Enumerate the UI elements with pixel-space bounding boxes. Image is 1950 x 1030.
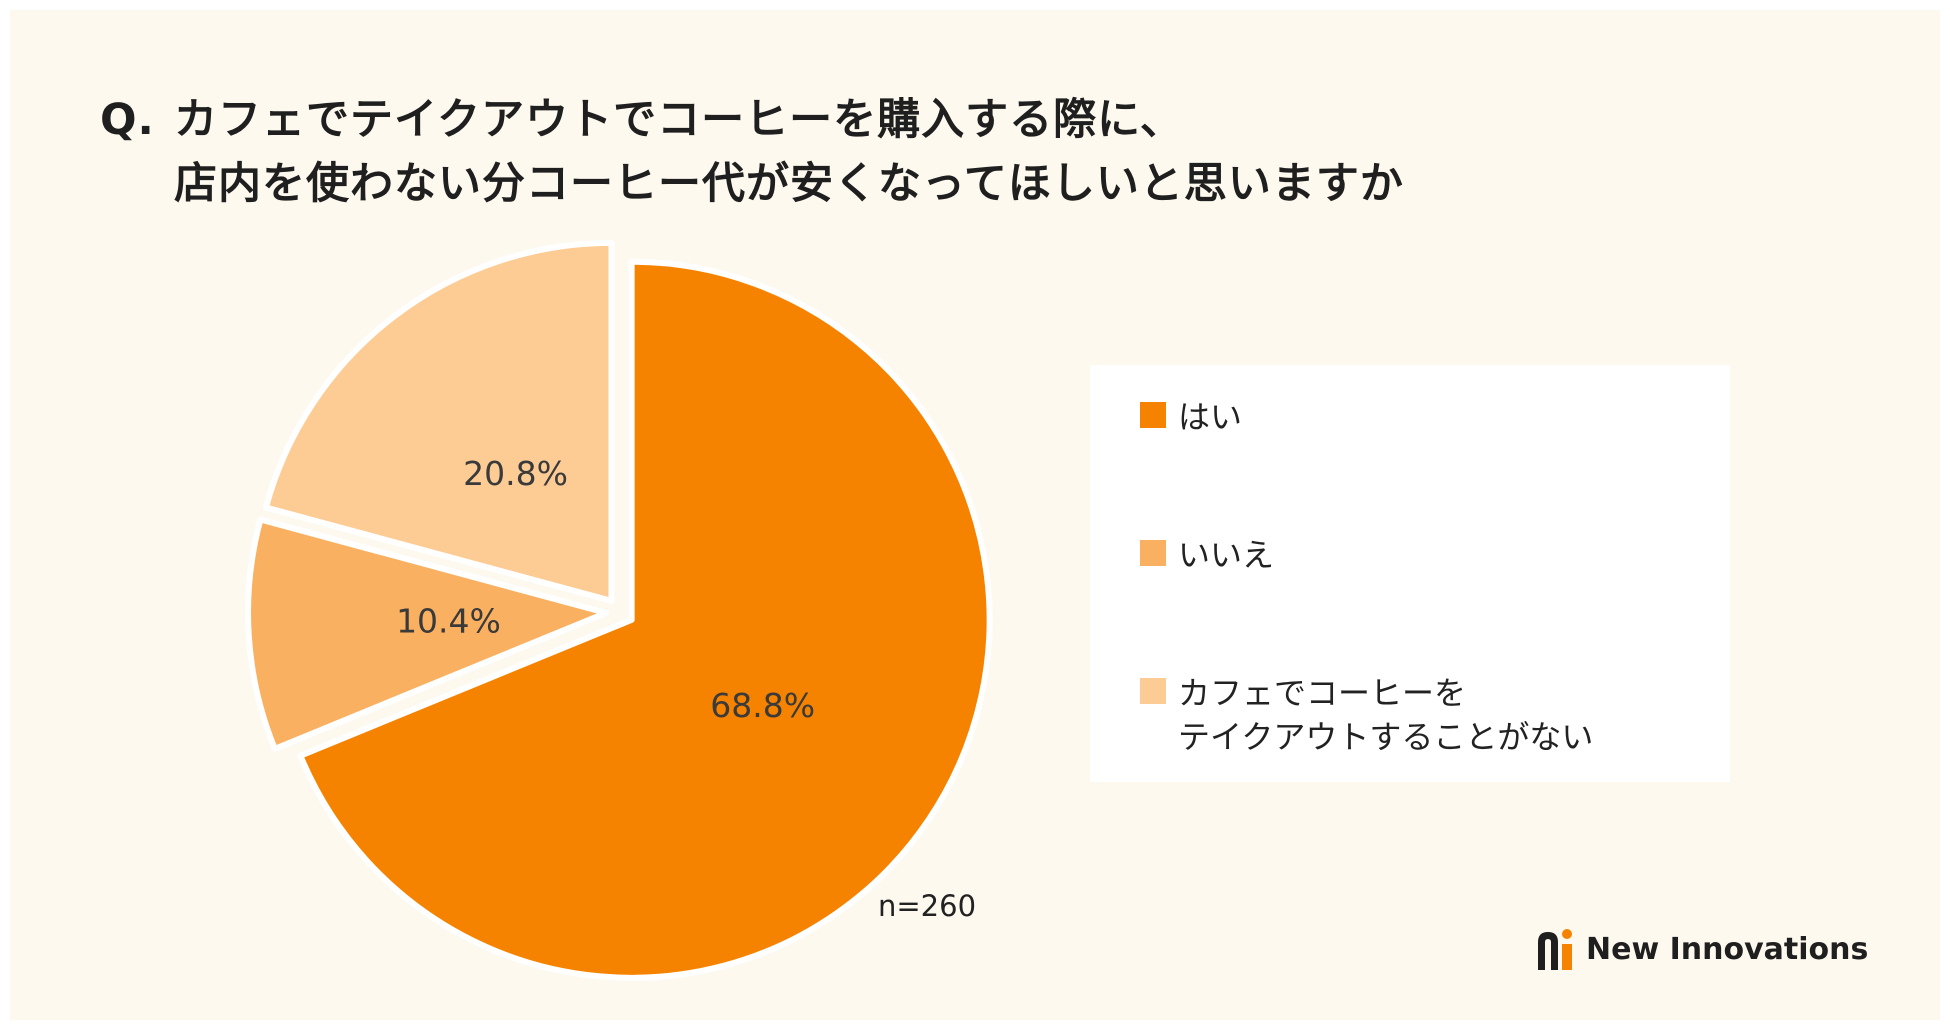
chart-title: Q. カフェでテイクアウトでコーヒーを購入する際に、 店内を使わない分コーヒー代が… xyxy=(100,88,1404,216)
brand-footer: New Innovations xyxy=(1538,928,1868,970)
brand-name: New Innovations xyxy=(1586,931,1869,967)
question-prefix: Q. xyxy=(100,95,155,145)
pie-slice-1 xyxy=(245,516,610,752)
legend-label-line: はい xyxy=(1178,398,1243,436)
brand-logo-icon xyxy=(1538,929,1572,970)
slice-value-label-1: 10.4% xyxy=(396,601,501,640)
sample-size-label: n=260 xyxy=(878,889,977,923)
legend-item-0: はい xyxy=(1140,395,1618,439)
legend-swatch xyxy=(1140,540,1166,566)
pie-slice-2 xyxy=(262,239,615,604)
legend-label: カフェでコーヒーをテイクアウトすることがない xyxy=(1178,671,1618,759)
slice-value-label-0: 68.8% xyxy=(710,686,815,725)
legend-item-1: いいえ xyxy=(1140,533,1618,577)
legend-label-line: カフェでコーヒーを xyxy=(1178,674,1467,712)
legend-label: はい xyxy=(1178,395,1618,439)
slice-value-label-2: 20.8% xyxy=(463,454,568,493)
legend-item-2: カフェでコーヒーをテイクアウトすることがない xyxy=(1140,671,1618,759)
legend-swatch xyxy=(1140,678,1166,704)
title-line-1: カフェでテイクアウトでコーヒーを購入する際に、 xyxy=(174,95,1184,145)
chart-legend: はいいいえカフェでコーヒーをテイクアウトすることがない xyxy=(1090,365,1730,782)
pie-slice-0 xyxy=(297,258,993,981)
legend-label-line: テイクアウトすることがない xyxy=(1178,718,1594,756)
legend-label: いいえ xyxy=(1178,533,1618,577)
title-line-2: 店内を使わない分コーヒー代が安くなってほしいと思いますか xyxy=(174,159,1404,209)
legend-swatch xyxy=(1140,402,1166,428)
legend-label-line: いいえ xyxy=(1178,536,1275,574)
